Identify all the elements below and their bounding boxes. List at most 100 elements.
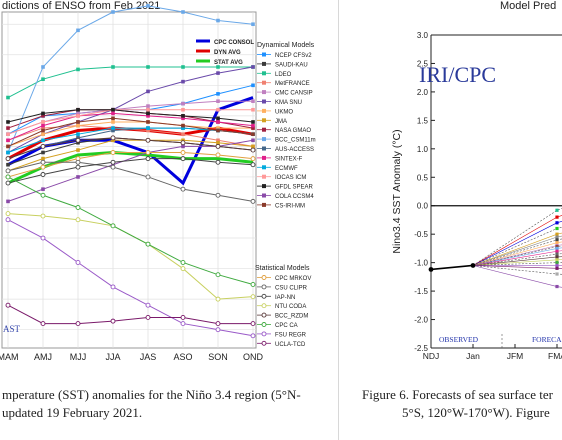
- point-cpc-ca: [215, 272, 221, 278]
- right-y-tick-label: -1.5: [414, 287, 428, 296]
- series-line-cpc-mrkov: [7, 152, 254, 178]
- right-y-tick-label: -0.5: [414, 230, 428, 239]
- legend-marker-saudi-kau: [262, 61, 266, 66]
- legend-marker-ucla-tcd: [261, 340, 267, 346]
- point-cola-ccsm4: [41, 187, 45, 191]
- legend-label-ldeo: LDEO: [275, 72, 292, 78]
- point-bcc-csm11m: [181, 10, 185, 14]
- point-saudi-kau: [6, 162, 10, 167]
- x-tick-mam: MAM: [0, 352, 19, 362]
- point-sintex-f: [41, 123, 45, 128]
- point-cmc-cansip: [76, 111, 80, 116]
- point-iocas-icm: [76, 114, 80, 118]
- point-cs-iri-mm: [146, 120, 150, 124]
- x-tick-jja: JJA: [105, 352, 120, 362]
- point-cola-ccsm4: [6, 199, 10, 204]
- point-iocas-icm: [216, 107, 220, 112]
- legend-heading-dynamical: Dynamical Models: [257, 42, 315, 49]
- point-ldeo: [146, 65, 150, 69]
- point-cpc-mrkov: [110, 150, 116, 155]
- observed-point: [428, 267, 434, 272]
- point-ntu-coda: [75, 217, 81, 223]
- point-cpc-mrkov: [40, 164, 46, 170]
- series-line-cs-iri-mm: [7, 117, 254, 147]
- x-tick-son: SON: [208, 352, 228, 362]
- point-iap-nn: [145, 156, 151, 162]
- point-gfdl-spear: [146, 111, 150, 116]
- point-gfdl-spear: [216, 116, 220, 121]
- point-cs-iri-mm: [41, 128, 45, 133]
- forecast-line: [472, 265, 562, 269]
- point-bcc-rzdm: [75, 137, 81, 143]
- right-y-tick-label: 0.5: [417, 173, 429, 182]
- point-ecmwf: [181, 126, 185, 130]
- series-line-cola-ccsm4: [7, 139, 254, 202]
- point-bcc-rzdm: [110, 135, 116, 141]
- point-metfrance: [146, 128, 150, 133]
- point-ukmo: [76, 123, 80, 128]
- point-ucla-tcd: [75, 321, 81, 327]
- forecast-line: [472, 208, 562, 266]
- forecast-point: [555, 252, 559, 256]
- series-line-ukmo: [7, 121, 253, 147]
- legend-label-ecmwf: ECMWF: [275, 166, 298, 172]
- left-caption-line2: updated 19 February 2021.: [2, 405, 143, 420]
- forecast-point: [555, 263, 559, 268]
- point-ntu-coda: [5, 211, 11, 217]
- point-ucla-tcd: [215, 321, 221, 327]
- legend-marker-csu-clipr: [261, 284, 267, 290]
- point-csu-clipr: [215, 192, 221, 198]
- point-kma-snu: [251, 65, 255, 69]
- right-x-tick-label-ndj: NDJ: [423, 351, 440, 361]
- right-x-tick-label-jfm: JFM: [507, 351, 524, 361]
- point-ntu-coda: [40, 213, 46, 219]
- point-bcc-csm11m: [216, 18, 220, 23]
- point-ecmwf: [76, 132, 80, 136]
- right-chart-title: Model Pred: [500, 0, 556, 12]
- forecast-point: [555, 232, 559, 236]
- series-line-iocas-icm: [7, 109, 253, 135]
- point-iap-nn: [5, 180, 11, 186]
- point-csu-clipr: [5, 168, 11, 174]
- forecast-point: [555, 249, 559, 253]
- point-bcc-rzdm: [145, 137, 151, 143]
- right-y-tick-label: -2.0: [414, 316, 428, 325]
- legend-marker-ukmo: [262, 108, 266, 113]
- point-cpc-mrkov: [250, 156, 256, 162]
- point-fsu-regr: [75, 260, 81, 265]
- right-y-tick-label: 3.0: [417, 31, 429, 40]
- x-tick-ond: OND: [243, 352, 264, 362]
- x-tick-aso: ASO: [173, 352, 192, 362]
- right-chart-panel: Model Pred 3.0 2.5 2.0 1.5 1.0 0.5 0.0 -0.5 -1.0 -…: [339, 0, 562, 440]
- point-sintex-f: [111, 111, 115, 116]
- point-gfdl-spear: [181, 114, 185, 118]
- point-cpc-ca: [5, 174, 11, 180]
- forecast-line: [472, 220, 562, 266]
- series-line-iap-nn: [7, 158, 254, 184]
- forecast-point: [555, 246, 559, 251]
- point-bcc-csm11m: [111, 10, 115, 14]
- point-jma: [76, 148, 80, 152]
- left-chart-panel: dictions of ENSO from Feb 2021 MAM AMJ MJJ J…: [0, 0, 316, 420]
- point-metfrance: [181, 132, 185, 136]
- legend-label-cola-ccsm4: COLA CCSM4: [275, 194, 314, 200]
- forecast-line: [472, 226, 562, 266]
- forecast-point: [555, 272, 559, 276]
- point-sintex-f: [181, 116, 185, 121]
- point-cpc-ca: [145, 241, 151, 247]
- forecast-point: [555, 226, 559, 231]
- point-cpc-mrkov: [145, 150, 151, 155]
- point-ldeo: [181, 65, 185, 69]
- forecast-point: [555, 261, 559, 265]
- point-ecmwf: [111, 126, 115, 130]
- point-cmc-cansip: [181, 101, 185, 106]
- legend-label-dyn-avg: DYN AVG: [214, 50, 241, 56]
- point-ldeo: [41, 77, 45, 81]
- forecast-point: [555, 235, 559, 239]
- legend-label-cs-iri-mm: CS-IRI-MM: [275, 203, 305, 209]
- point-cs-iri-mm: [111, 116, 115, 121]
- point-csu-clipr: [75, 159, 81, 165]
- forecast-point: [555, 284, 559, 289]
- right-caption-line1: Figure 6. Forecasts of sea surface ter: [362, 387, 553, 402]
- point-gfdl-spear: [251, 120, 255, 124]
